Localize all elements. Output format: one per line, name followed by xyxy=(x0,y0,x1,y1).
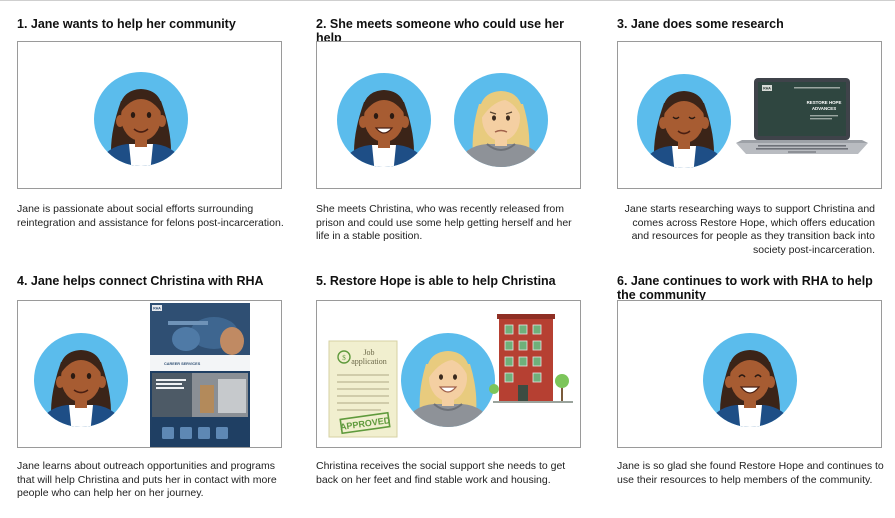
laptop-headline-1: RESTORE HOPE xyxy=(807,100,842,105)
christina-avatar xyxy=(401,333,495,427)
christina-avatar xyxy=(454,73,548,167)
website-section-label: CAREER SERVICES xyxy=(164,362,201,366)
panel-illustration xyxy=(316,41,581,189)
website-logo: RHA xyxy=(153,307,161,311)
jane-avatar xyxy=(637,74,731,168)
panel-caption: She meets Christina, who was recently re… xyxy=(316,203,572,242)
storyboard-panel-6: 6. Jane continues to work with RHA to he… xyxy=(617,274,892,514)
panel-caption: Jane is so glad she found Restore Hope a… xyxy=(617,460,884,486)
laptop-headline-2: ADVANCES xyxy=(812,106,836,111)
panel-caption: Jane is passionate about social efforts … xyxy=(17,203,284,229)
application-heading-1: Job xyxy=(363,348,374,357)
panel-title: 4. Jane helps connect Christina with RHA xyxy=(17,274,264,288)
jane-avatar xyxy=(337,73,431,167)
panel-title: 6. Jane continues to work with RHA to he… xyxy=(617,274,873,302)
apartment-building-icon xyxy=(489,314,573,403)
storyboard-panel-2: 2. She meets someone who could use her h… xyxy=(316,17,591,242)
laptop-logo: RHA xyxy=(763,87,771,91)
laptop-icon: RHA RESTORE HOPE ADVANCES xyxy=(736,78,868,154)
panel-illustration xyxy=(17,41,282,189)
job-application-icon: $ Job application APPROVED xyxy=(328,340,398,438)
website-screenshot: RHA CAREER SERVICES xyxy=(150,303,250,447)
panel-illustration: RHA RESTORE HOPE ADVANCES xyxy=(617,41,882,189)
panel-caption: Jane starts researching ways to support … xyxy=(624,203,875,256)
panel-caption: Jane learns about outreach opportunities… xyxy=(17,460,277,499)
jane-avatar xyxy=(703,333,797,427)
application-heading-2: application xyxy=(351,357,387,366)
panel-title: 5. Restore Hope is able to help Christin… xyxy=(316,274,556,288)
storyboard-panel-3: 3. Jane does some research xyxy=(617,17,892,257)
storyboard-panel-5: 5. Restore Hope is able to help Christin… xyxy=(316,274,591,514)
svg-text:$: $ xyxy=(342,354,346,362)
panel-caption: Christina receives the social support sh… xyxy=(316,460,566,486)
panel-title: 1. Jane wants to help her community xyxy=(17,17,236,31)
storyboard-panel-1: 1. Jane wants to help her community xyxy=(17,17,292,242)
storyboard-panel-4: 4. Jane helps connect Christina with RHA xyxy=(17,274,292,514)
panel-title: 3. Jane does some research xyxy=(617,17,784,31)
jane-avatar xyxy=(94,72,188,166)
panel-illustration: $ Job application APPROVED xyxy=(316,300,581,448)
panel-illustration xyxy=(617,300,882,448)
jane-avatar xyxy=(34,333,128,427)
top-divider xyxy=(0,0,895,1)
panel-illustration: RHA CAREER SERVICES xyxy=(17,300,282,448)
